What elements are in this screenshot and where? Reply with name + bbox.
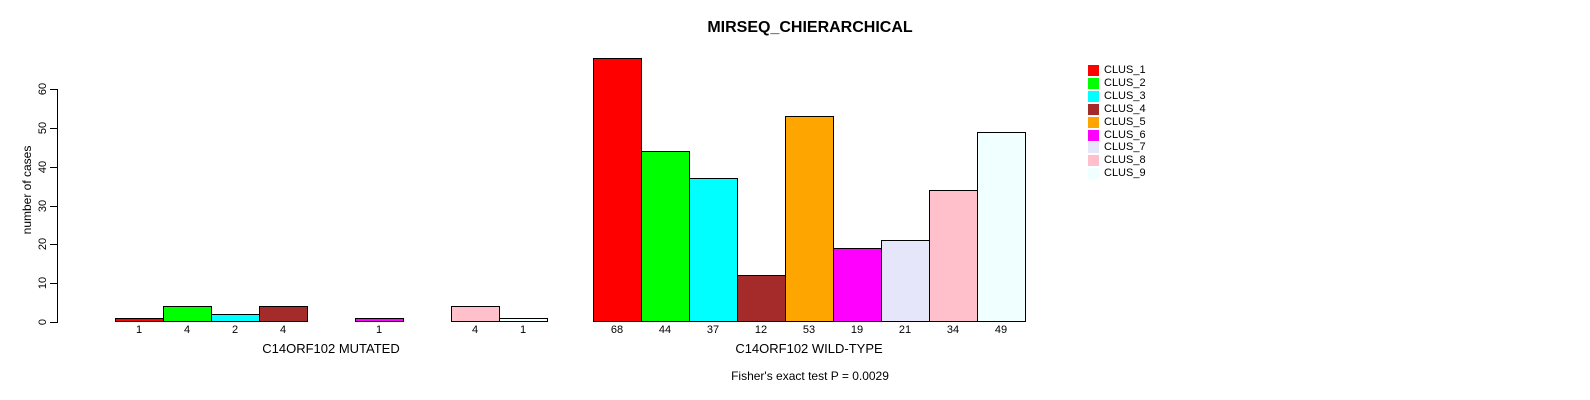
legend-item: CLUS_4 <box>1088 103 1178 116</box>
bar-clus_3 <box>211 314 260 322</box>
bar-value-label: 1 <box>519 324 527 336</box>
clus_6-swatch <box>1088 129 1099 141</box>
bar-clus_2 <box>641 151 690 322</box>
group-label-wild-type: C14ORF102 WILD-TYPE <box>735 341 883 356</box>
y-axis-tick-label: 10 <box>37 277 49 290</box>
bar-clus_6 <box>833 248 882 322</box>
bar-value-label: 68 <box>610 324 624 336</box>
bar-clus_7 <box>881 240 930 322</box>
bar-value-label: 1 <box>135 324 143 336</box>
bar-value-label: 2 <box>231 324 239 336</box>
y-axis-tick <box>50 89 57 90</box>
y-axis-tick-label: 40 <box>37 160 49 173</box>
legend-item: CLUS_7 <box>1088 141 1178 154</box>
bar-clus_3 <box>689 178 738 322</box>
bar-clus_8 <box>929 189 978 322</box>
legend-item: CLUS_3 <box>1088 90 1178 103</box>
legend-label: CLUS_1 <box>1104 64 1146 76</box>
y-axis-line <box>57 89 58 323</box>
bar-value-label: 53 <box>802 324 816 336</box>
bar-value-label: 1 <box>375 324 383 336</box>
clus_3-swatch <box>1088 90 1099 102</box>
bar-value-label: 37 <box>706 324 720 336</box>
legend-label: CLUS_5 <box>1104 115 1146 128</box>
clus_7-swatch <box>1088 142 1099 154</box>
legend-label: CLUS_6 <box>1104 128 1146 141</box>
clus_4-swatch <box>1088 103 1099 115</box>
bar-value-label: 19 <box>850 324 864 336</box>
clus_8-swatch <box>1088 155 1099 167</box>
bar-value-label: 4 <box>471 324 479 336</box>
y-axis-tick-label: 30 <box>37 199 49 212</box>
bar-clus_4 <box>737 275 786 322</box>
group-label-mutated: C14ORF102 MUTATED <box>262 341 400 356</box>
clus_5-swatch <box>1088 116 1099 128</box>
y-axis-tick <box>50 283 57 285</box>
bar-clus_9 <box>499 318 548 322</box>
clus_9-swatch <box>1088 168 1099 180</box>
legend-item: CLUS_6 <box>1088 129 1178 142</box>
y-axis-tick-label: 0 <box>37 318 49 326</box>
bar-value-label: 44 <box>658 324 672 336</box>
bar-clus_2 <box>163 306 212 322</box>
legend-item: CLUS_1 <box>1088 64 1178 77</box>
y-axis-tick-label: 50 <box>37 121 49 134</box>
legend-label: CLUS_8 <box>1104 154 1146 167</box>
y-axis-tick <box>50 244 57 246</box>
y-axis-tick <box>50 127 57 129</box>
legend-label: CLUS_7 <box>1104 141 1146 154</box>
bar-value-label: 12 <box>754 324 768 336</box>
bar-clus_4 <box>259 306 308 322</box>
clus_2-swatch <box>1088 77 1099 89</box>
y-axis-tick <box>50 205 57 207</box>
bar-clus_1 <box>115 318 164 322</box>
legend-label: CLUS_2 <box>1104 76 1146 89</box>
chart-title: MIRSEQ_CHIERARCHICAL <box>707 19 913 36</box>
legend-item: CLUS_9 <box>1088 167 1178 180</box>
y-axis-tick <box>50 322 57 323</box>
y-axis-tick <box>50 166 57 168</box>
bar-clus_1 <box>593 57 642 322</box>
legend-item: CLUS_5 <box>1088 116 1178 129</box>
legend-item: CLUS_2 <box>1088 77 1178 90</box>
legend-label: CLUS_4 <box>1104 102 1146 115</box>
bar-value-label: 49 <box>994 324 1008 336</box>
y-axis-tick-label: 20 <box>37 238 49 251</box>
y-axis-tick-label: 60 <box>37 82 49 96</box>
bar-value-label: 34 <box>946 324 960 336</box>
fisher-test-annotation: Fisher's exact test P = 0.0029 <box>731 369 889 383</box>
bar-clus_8 <box>451 306 500 322</box>
bar-value-label: 21 <box>898 324 912 336</box>
y-axis-label: number of cases <box>20 145 34 235</box>
legend-label: CLUS_3 <box>1104 89 1146 102</box>
bar-clus_9 <box>977 131 1026 322</box>
legend-item: CLUS_8 <box>1088 154 1178 167</box>
bar-value-label: 4 <box>183 324 191 336</box>
clus_1-swatch <box>1088 65 1099 76</box>
bar-clus_6 <box>355 318 404 322</box>
legend-label: CLUS_9 <box>1104 167 1146 180</box>
bar-value-label: 4 <box>279 324 287 336</box>
bar-clus_5 <box>785 116 834 322</box>
